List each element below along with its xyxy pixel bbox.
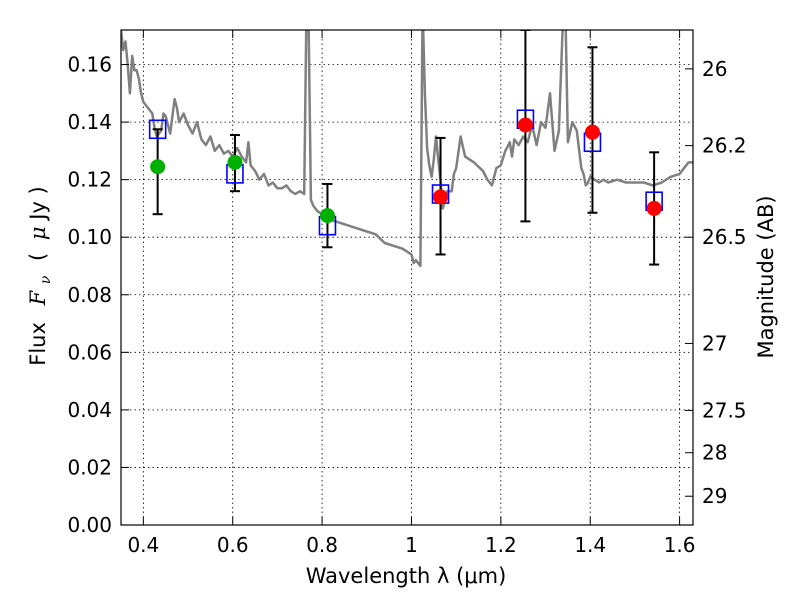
x-tick-label-1: 0.6	[217, 533, 249, 557]
y2-tick-label-5: 28	[702, 441, 727, 465]
observed-point-0-2	[319, 208, 335, 224]
y-tick-label-2: 0.04	[67, 398, 112, 422]
y-tick-label-3: 0.06	[67, 340, 112, 364]
y2-tick-label-4: 27.5	[702, 398, 747, 422]
x-tick-label-5: 1.4	[574, 533, 606, 557]
x-tick-label-4: 1.2	[485, 533, 517, 557]
y-axis-label-prefix: Flux	[26, 322, 50, 366]
y-axis-label: Flux F ν ( μ Jy )	[26, 186, 55, 366]
y2-axis-label: Magnitude (AB)	[754, 195, 778, 358]
y2-tick-label-6: 29	[702, 484, 727, 508]
y-tick-label-6: 0.12	[67, 168, 112, 192]
plot-frame	[120, 29, 694, 526]
y-tick-label-7: 0.14	[67, 110, 112, 134]
x-tick-label-3: 1	[405, 533, 418, 557]
y-tick-label-0: 0.00	[67, 513, 112, 537]
y-axis-label-symbol: F	[26, 289, 50, 306]
y2-tick-label-1: 26.2	[702, 134, 747, 158]
y-axis-label-unit: Jy )	[26, 186, 50, 222]
axis-ticks: 0.4 0.6 0.8 1 1.2 1.4 1.6 0.00 0.02 0.04 0.06 0.08 0…	[67, 30, 747, 557]
y2-tick-label-0: 26	[702, 57, 727, 81]
observed-point-1-2	[584, 124, 600, 140]
y-axis-label-mu: μ	[26, 226, 50, 240]
y-tick-label-5: 0.10	[67, 225, 112, 249]
y-tick-label-1: 0.02	[67, 455, 112, 479]
y-tick-label-4: 0.08	[67, 283, 112, 307]
grid-lines	[121, 30, 693, 526]
model-square-0	[148, 119, 167, 140]
observed-point-0-1	[227, 154, 243, 170]
spectrum-line	[121, 30, 693, 268]
x-tick-label-6: 1.6	[664, 533, 696, 557]
x-tick-label-0: 0.4	[127, 533, 159, 557]
plot-area	[121, 30, 693, 268]
y-axis-label-subscript: ν	[38, 275, 54, 284]
observed-point-0-0	[150, 159, 166, 175]
y2-tick-label-2: 26.5	[702, 225, 747, 249]
x-axis-label: Wavelength λ (μm)	[306, 564, 507, 588]
observed-point-1-3	[646, 200, 662, 216]
y-axis-label-paren: (	[26, 253, 50, 261]
observed-point-1-1	[517, 117, 533, 133]
observed-point-1-0	[433, 189, 449, 205]
x-tick-label-2: 0.8	[306, 533, 338, 557]
y-tick-label-8: 0.16	[67, 53, 112, 77]
y2-tick-label-3: 27	[702, 331, 727, 355]
